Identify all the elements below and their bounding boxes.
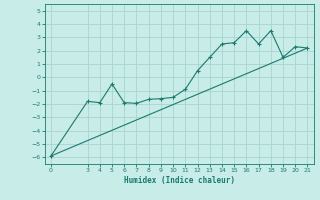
X-axis label: Humidex (Indice chaleur): Humidex (Indice chaleur) bbox=[124, 176, 235, 185]
